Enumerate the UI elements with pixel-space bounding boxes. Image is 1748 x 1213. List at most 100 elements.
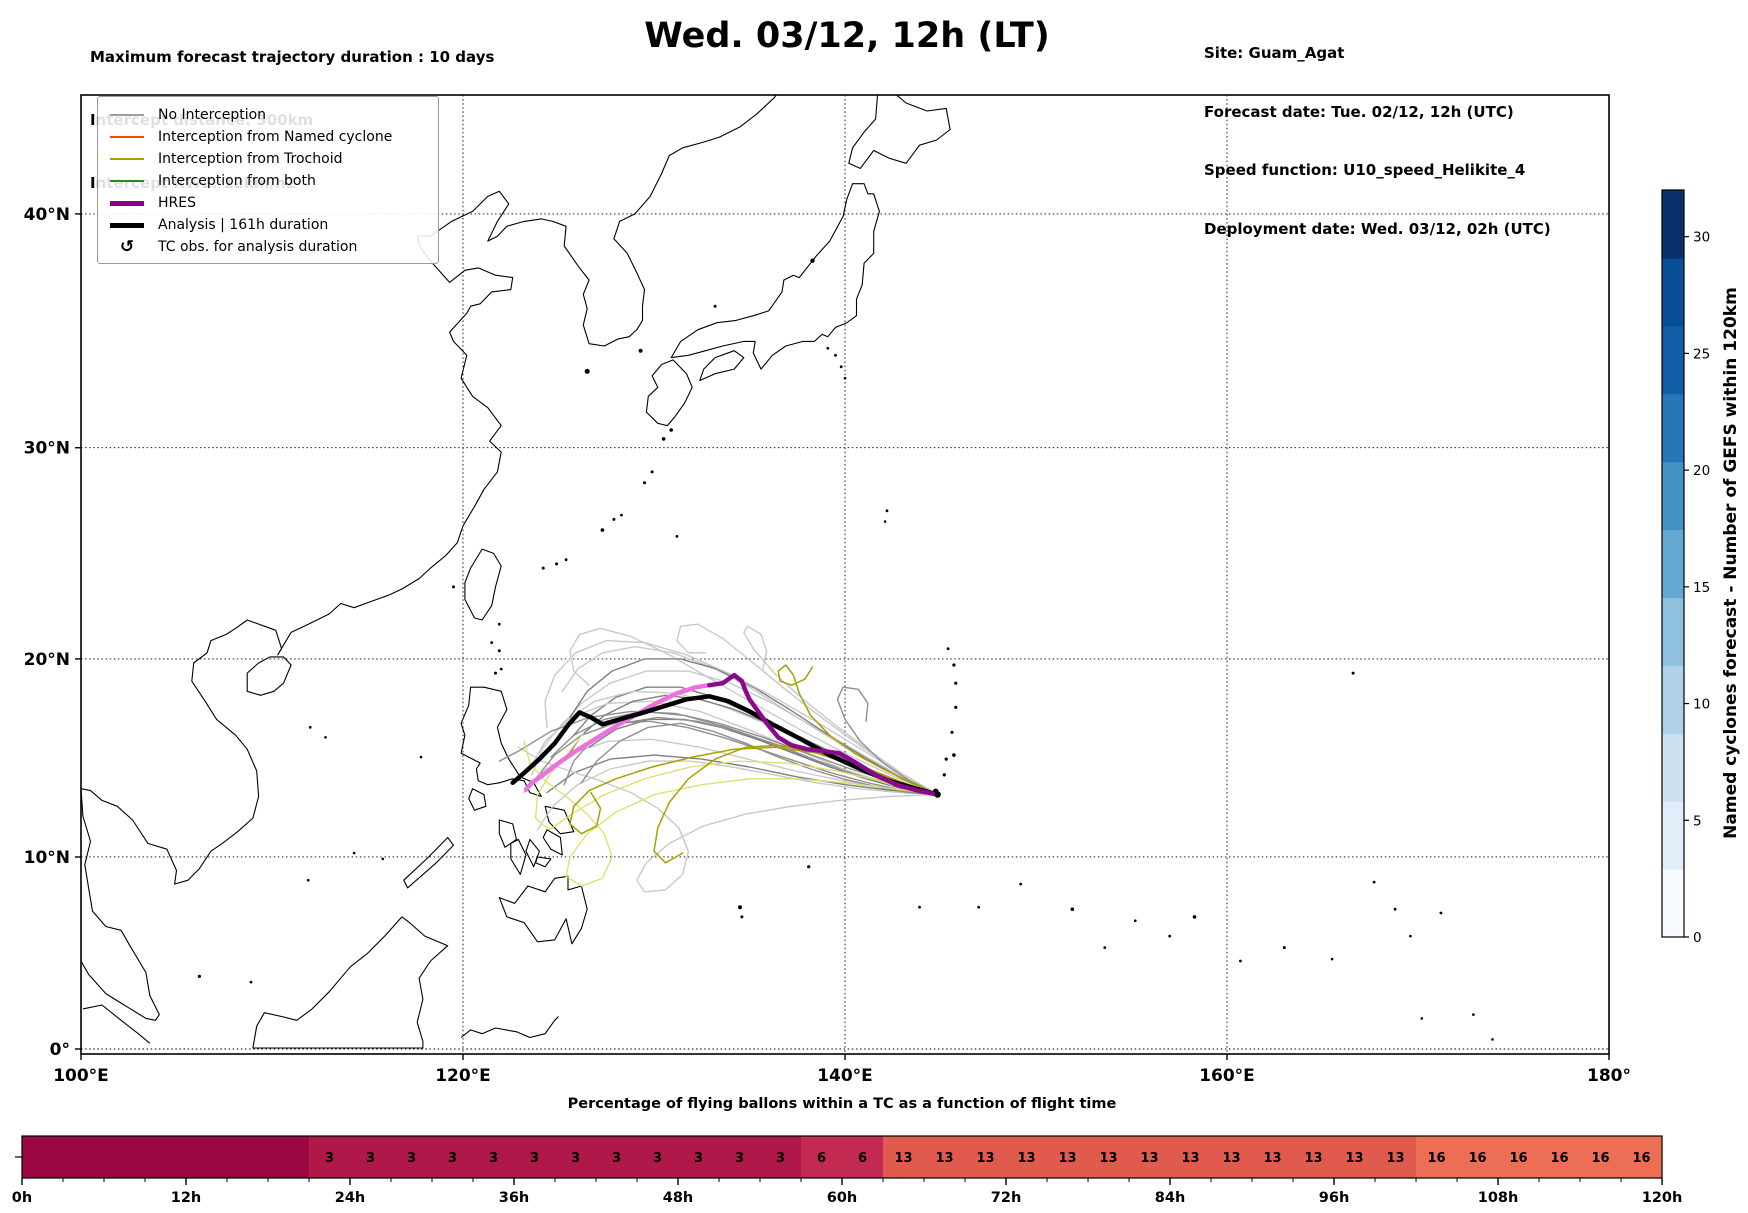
flight-bar-tick-label: 84h [1155,1190,1186,1206]
flight-bar-segment [883,1136,1417,1178]
x-tick-label: 100°E [53,1066,109,1086]
legend-item-1: Interception from Named cyclone [104,126,432,148]
flight-bar-cell-value: 6 [858,1151,867,1166]
island-dot [1420,1017,1424,1020]
flight-bar-cell-value: 3 [735,1151,744,1166]
legend-line-sample [110,158,144,160]
coastline-palawan [403,836,455,889]
flight-bar-tick-label: 48h [663,1190,694,1206]
legend-item-label: Analysis | 161h duration [158,217,329,233]
y-tick-label: 0° [50,1040,70,1060]
coastline-taiwan [464,548,502,621]
island-dot [885,509,889,513]
y-tick-label: 40°N [24,205,70,225]
island-dot [497,649,501,653]
island-dot [541,566,545,570]
speed-function-text: Speed function: U10_speed_Helikite_4 [1204,161,1526,179]
island-dot [494,671,497,675]
colorbar-step [1662,461,1684,531]
flight-bar-tick-label: 24h [335,1190,366,1206]
coastline-sulawesi-north [460,1016,559,1039]
max-duration-text: Maximum forecast trajectory duration : 1… [90,48,495,66]
island-dot [954,705,958,709]
flight-bar-cell-value: 16 [1591,1151,1609,1166]
flight-bar-cell-value: 16 [1550,1151,1568,1166]
flight-bar-cell-value: 16 [1468,1151,1486,1166]
coastline-luzon [460,686,542,798]
legend-item-4: HRES [104,192,432,214]
flight-bar-cell-value: 13 [1304,1151,1322,1166]
island-dot [950,730,954,734]
legend-item-label: Interception from both [158,173,316,189]
colorbar-step [1662,529,1684,598]
coastline-shikoku [699,350,745,382]
island-dot [675,535,679,538]
island-dot [555,562,559,566]
colorbar-tick-label: 25 [1693,346,1710,362]
colorbar-tick-label: 20 [1693,463,1710,479]
flight-bar-cell-value: 6 [817,1151,826,1166]
island-dot [1019,882,1023,886]
colorbar-step [1662,257,1684,327]
legend-line-sample [110,180,144,182]
map-legend: No Interception Interception from Named c… [97,96,439,264]
island-dot [643,481,646,485]
flight-bar-cell-value: 3 [448,1151,457,1166]
flight-bar-cell-value: 13 [976,1151,994,1166]
colorbar: 0 5 10 15 20 25 30 [1661,189,1710,946]
flight-bar-tick-label: 96h [1319,1190,1350,1206]
island-dot [1168,934,1172,938]
colorbar-tick-label: 30 [1693,230,1710,246]
island-dot [954,681,958,685]
island-dot [1282,946,1286,950]
flight-bar-segment [309,1136,802,1178]
island-dot [826,346,830,350]
island-dot [883,520,887,523]
legend-line-sample [110,114,144,116]
legend-item-0: No Interception [104,104,432,126]
flight-bar-title: Percentage of flying ballons within a TC… [567,1096,1117,1112]
track-ensemble-17 [498,710,939,796]
flight-bar-cell-value: 3 [366,1151,375,1166]
island-dot [977,905,981,909]
legend-line-swatch [104,180,150,182]
coastline-kyushu [645,359,693,427]
colorbar-step [1662,801,1684,870]
map-content [81,95,1609,1054]
island-dot [490,641,494,644]
legend-line-sample [110,200,144,206]
flight-time-bar: 3 3 3 3 3 3 3 3 3 3 3 3 6 6 13 13 13 13 13 13 13 13 13 13 13 13 13… [12,1135,1682,1206]
island-dot [1192,915,1197,919]
island-dot [307,878,310,882]
flight-bar-cell-value: 16 [1509,1151,1527,1166]
flight-bar-cell-value: 13 [1386,1151,1404,1166]
island-dot [1070,907,1075,911]
flight-bar-cell-value: 3 [407,1151,416,1166]
trajectory-start-marker [934,791,941,798]
island-dot [1239,959,1242,963]
track-trochoid-yellow-1 [523,740,939,887]
legend-item-2: Interception from Trochoid [104,148,432,170]
legend-line-swatch [104,222,150,228]
island-dot [499,667,503,671]
island-dot [650,470,654,474]
legend-item-label: TC obs. for analysis duration [158,239,358,255]
site-info-block: Site: Guam_Agat Forecast date: Tue. 02/1… [1204,5,1551,278]
island-dot [944,757,948,761]
colorbar-tick-label: 5 [1693,813,1702,829]
legend-item-label: Interception from Trochoid [158,151,343,167]
flight-bar-tick-label: 108h [1478,1190,1519,1206]
flight-bar-cell-value: 13 [1017,1151,1035,1166]
flight-bar-cell-value: 13 [1099,1151,1117,1166]
island-dot [952,753,956,757]
colorbar-step [1662,190,1684,259]
flight-bar-tick-label: 36h [499,1190,530,1206]
flight-bar-cell-value: 13 [1263,1151,1281,1166]
island-dot [1351,671,1355,675]
colorbar-step [1662,325,1684,395]
island-dot [1330,957,1334,961]
y-tick-label: 20°N [24,650,70,670]
colorbar-frame [1661,189,1685,938]
island-dot [839,365,843,369]
island-dot [584,368,590,374]
